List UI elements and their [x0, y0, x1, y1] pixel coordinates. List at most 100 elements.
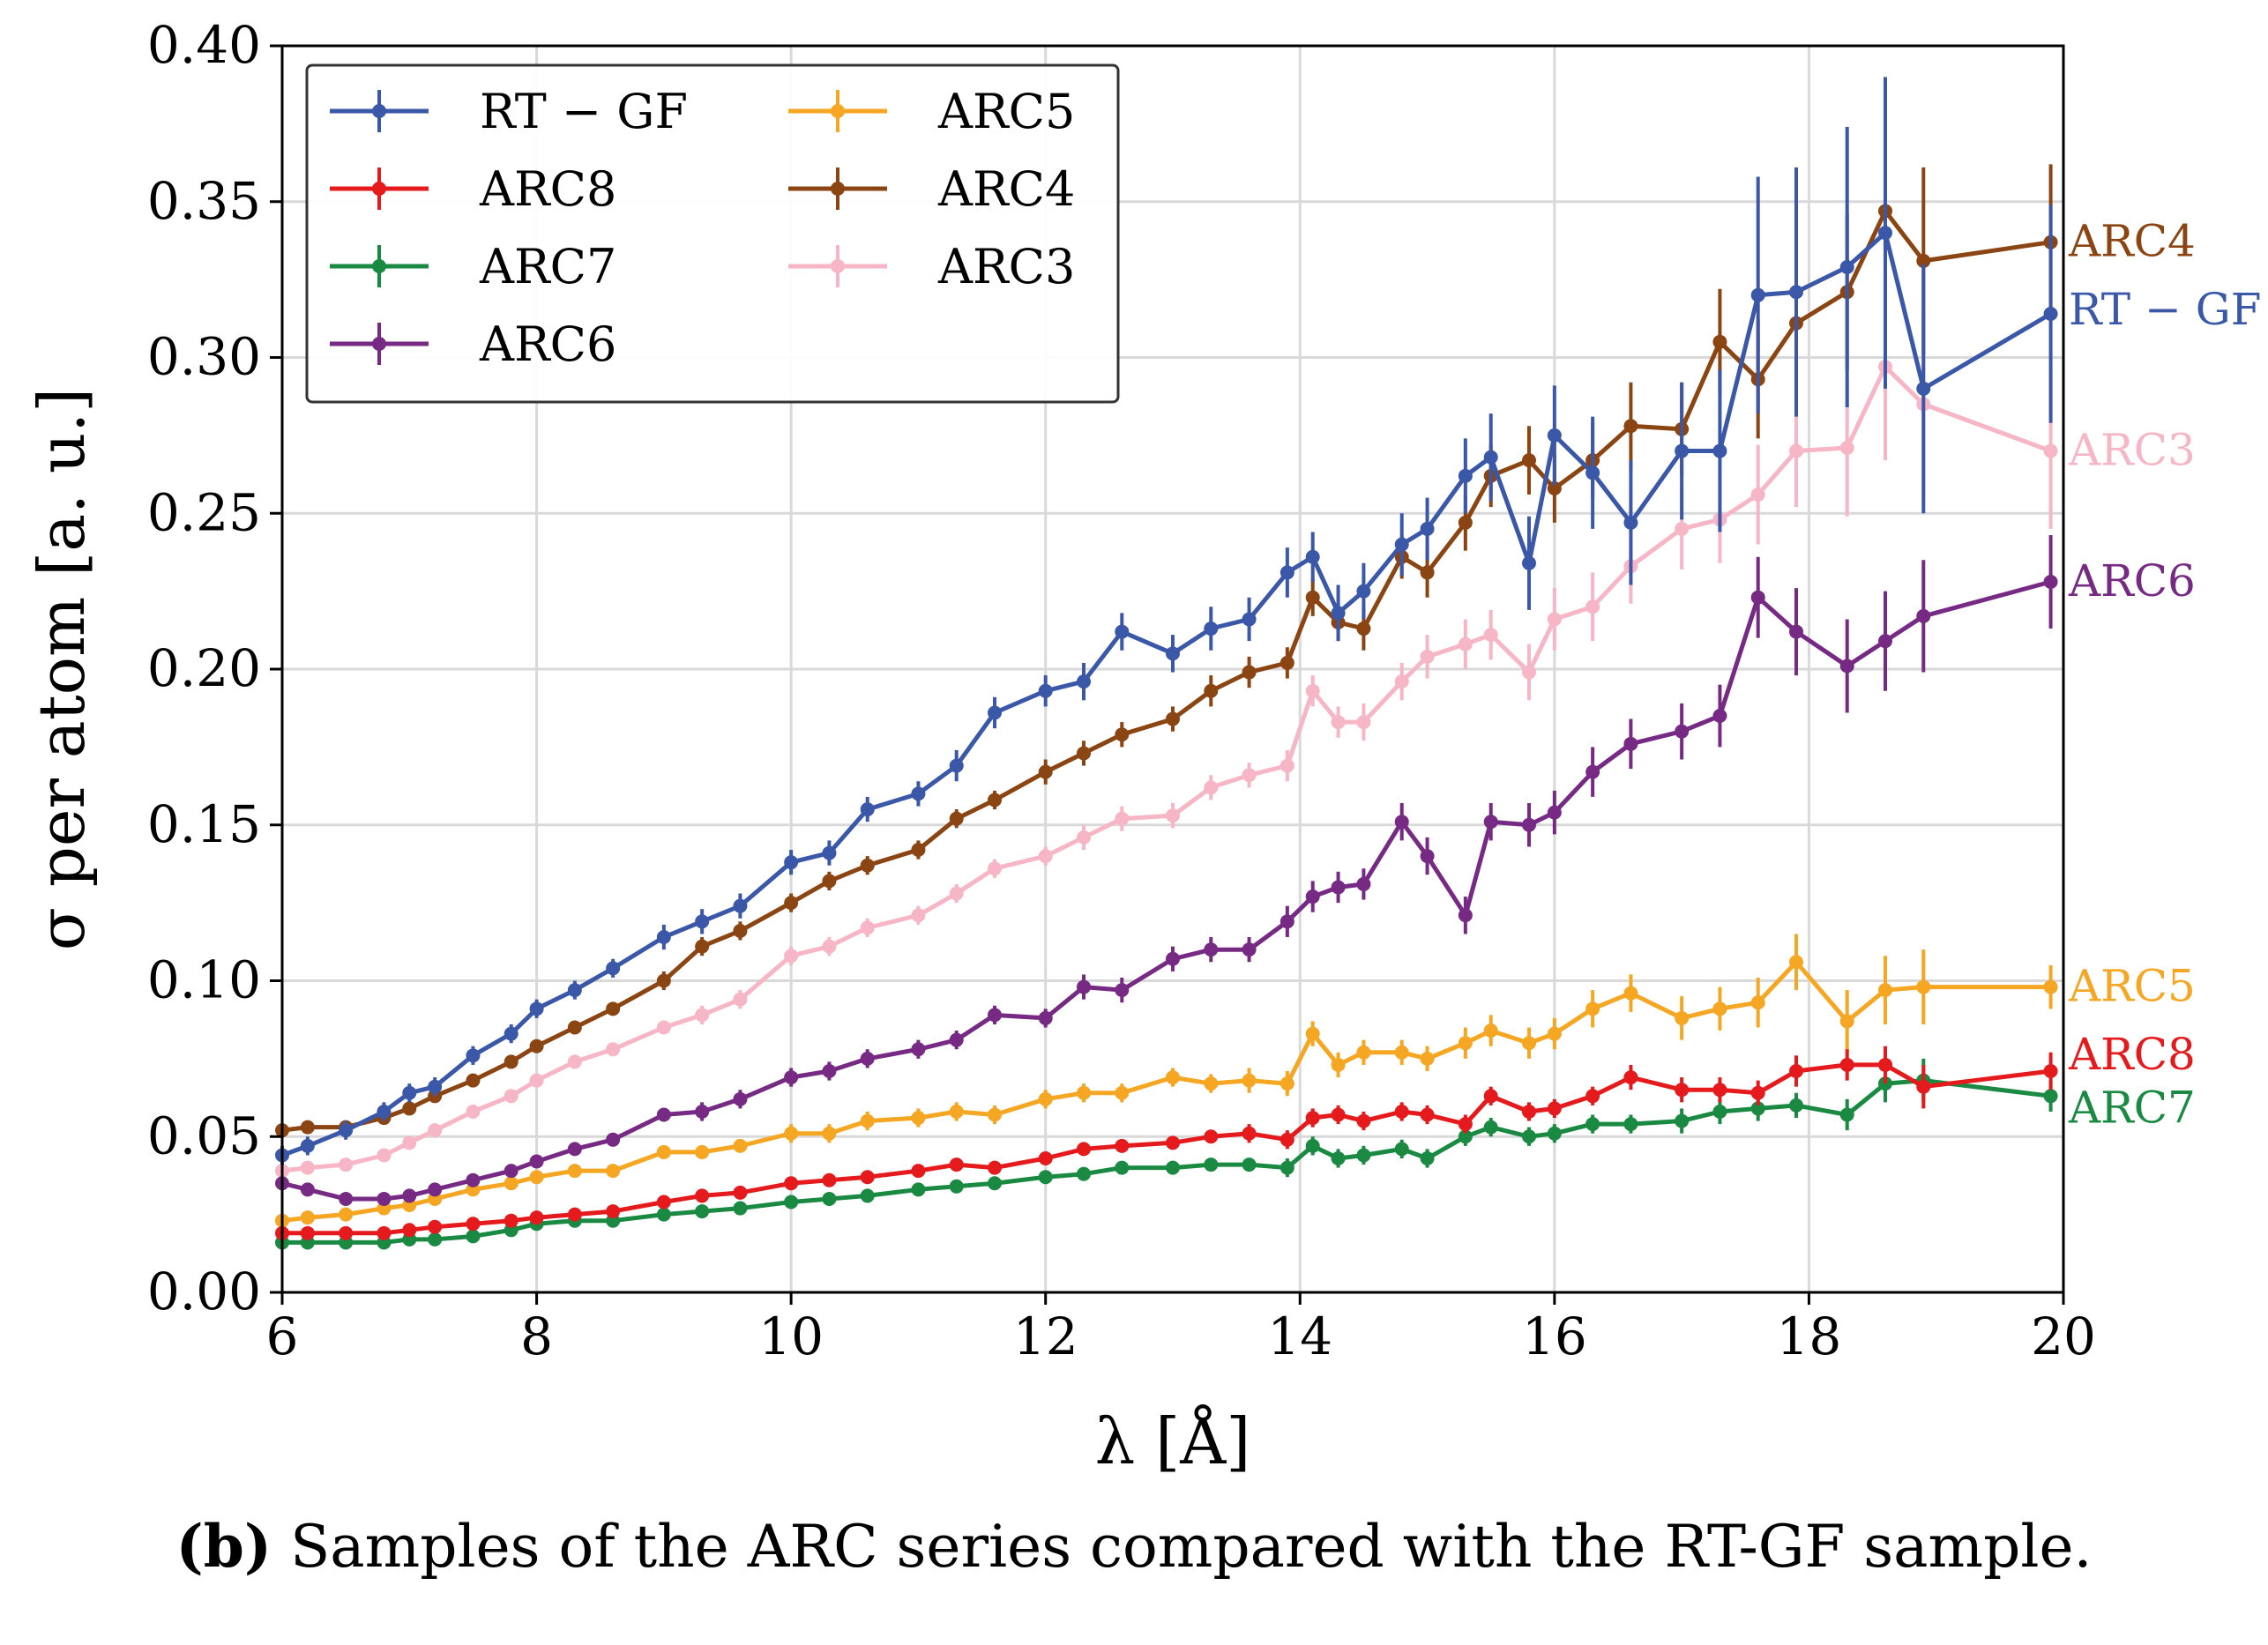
data-point	[733, 1201, 748, 1216]
data-point	[1789, 1098, 1803, 1113]
data-point	[1522, 1129, 1536, 1144]
data-point	[1522, 1104, 1536, 1119]
x-tick-label: 12	[1013, 1306, 1078, 1366]
series-line	[281, 579, 2052, 1202]
x-tick-label: 10	[758, 1306, 824, 1366]
data-point	[1077, 1085, 1091, 1100]
data-point	[339, 1157, 354, 1172]
data-point	[1204, 780, 1219, 795]
data-point	[1420, 1051, 1435, 1066]
data-point	[1522, 665, 1536, 680]
legend-item: ARC8	[330, 161, 616, 217]
data-point	[2043, 1089, 2058, 1104]
data-point	[402, 1135, 417, 1150]
data-point	[733, 992, 748, 1007]
data-point	[529, 1073, 544, 1088]
data-point	[1839, 259, 1854, 274]
data-point	[860, 1113, 875, 1128]
data-point	[1789, 1064, 1803, 1079]
data-point	[695, 1008, 710, 1023]
data-point	[822, 845, 837, 860]
data-point	[1547, 805, 1562, 820]
data-point	[656, 1020, 671, 1035]
data-point	[1789, 955, 1803, 970]
data-point	[606, 1204, 621, 1219]
data-point	[988, 1107, 1002, 1122]
data-point	[1878, 226, 1892, 241]
legend-label: RT − GF	[480, 84, 688, 139]
y-tick-label: 0.30	[147, 327, 261, 387]
data-point	[860, 1170, 875, 1185]
data-point	[428, 1182, 443, 1197]
data-point	[656, 1144, 671, 1159]
data-point	[466, 1172, 481, 1187]
data-point	[1878, 1057, 1892, 1072]
data-point	[1483, 628, 1498, 643]
data-point	[860, 802, 875, 817]
series-arc7	[275, 1058, 2058, 1250]
data-point	[2043, 443, 2058, 458]
data-point	[1878, 983, 1892, 998]
data-point	[1242, 768, 1257, 783]
data-point	[1305, 889, 1320, 904]
data-point	[1750, 995, 1765, 1010]
data-point	[733, 1091, 748, 1106]
data-point	[1712, 1083, 1727, 1098]
data-point	[1279, 914, 1294, 929]
data-point	[1420, 1107, 1435, 1122]
data-point	[300, 1160, 315, 1175]
data-point	[911, 1042, 926, 1057]
data-point	[784, 1176, 799, 1191]
data-point	[1242, 1073, 1257, 1088]
data-point	[784, 855, 799, 870]
x-tick-label: 8	[520, 1306, 553, 1366]
y-tick-label: 0.20	[147, 638, 261, 698]
data-point	[1585, 465, 1600, 480]
chart: 6 8 10 12 14 16 18 20 0.00 0.05 0.10 0.15 0.20 0.25 0.…	[25, 15, 2261, 1478]
data-point	[504, 1054, 519, 1069]
series-arc6	[275, 534, 2058, 1206]
data-point	[1115, 624, 1130, 639]
data-point	[1483, 450, 1498, 465]
data-point	[1204, 1129, 1219, 1144]
data-point	[1547, 480, 1562, 495]
legend-item: ARC4	[788, 161, 1075, 217]
data-point	[428, 1219, 443, 1234]
y-tick-label: 0.00	[147, 1262, 261, 1321]
data-point	[1115, 811, 1130, 826]
legend-swatch-marker	[372, 337, 386, 351]
end-label: RT − GF	[2069, 284, 2261, 335]
data-point	[606, 1132, 621, 1147]
data-point	[1878, 634, 1892, 649]
data-point	[656, 930, 671, 945]
data-point	[860, 1051, 875, 1066]
data-point	[1038, 764, 1053, 779]
data-point	[1356, 584, 1371, 599]
data-point	[1331, 1107, 1346, 1122]
data-point	[988, 1008, 1002, 1023]
y-tick-label: 0.15	[147, 794, 261, 854]
data-point	[1038, 683, 1053, 698]
data-point	[1623, 736, 1638, 751]
data-point	[988, 1176, 1002, 1191]
legend-swatch-marker	[372, 182, 386, 196]
data-point	[1522, 1036, 1536, 1051]
data-point	[1522, 453, 1536, 468]
data-point	[1115, 727, 1130, 742]
series-line	[281, 208, 2051, 1133]
data-point	[1522, 817, 1536, 832]
data-point	[1585, 599, 1600, 614]
data-point	[1750, 287, 1765, 302]
data-point	[1038, 849, 1053, 864]
data-point	[1675, 1010, 1690, 1025]
data-point	[1916, 608, 1931, 623]
data-point	[656, 1107, 671, 1122]
data-point	[733, 898, 748, 913]
legend-box	[305, 63, 1120, 404]
data-point	[339, 1123, 354, 1138]
data-point	[339, 1207, 354, 1222]
data-point	[656, 973, 671, 988]
data-point	[504, 1026, 519, 1041]
data-point	[911, 1111, 926, 1126]
data-point	[1623, 515, 1638, 530]
